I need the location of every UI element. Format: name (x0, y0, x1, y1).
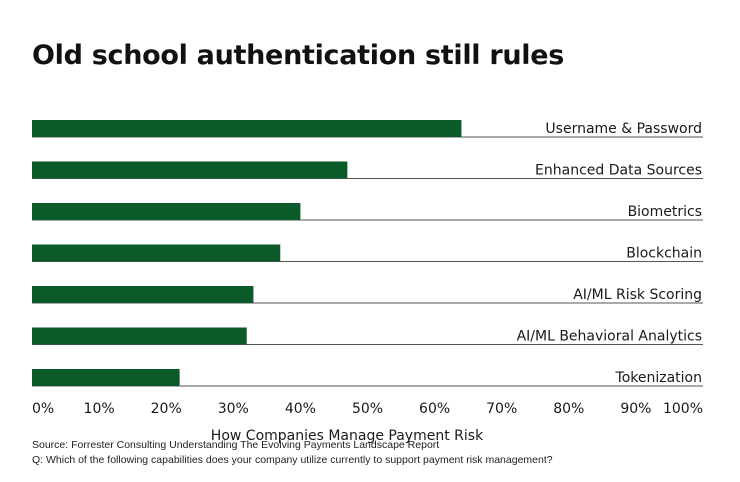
source-note: Source: Forrester Consulting Understandi… (32, 439, 440, 451)
bar-3 (32, 244, 281, 262)
bar-1 (32, 161, 348, 179)
bar-4 (32, 286, 254, 303)
x-tick-label: 40% (285, 401, 316, 417)
bar-6 (32, 369, 180, 386)
x-tick-label: 50% (352, 401, 383, 417)
category-label: AI/ML Risk Scoring (573, 287, 702, 303)
bar-5 (32, 327, 247, 345)
category-label: Enhanced Data Sources (535, 163, 702, 179)
category-label: AI/ML Behavioral Analytics (517, 329, 702, 345)
category-label: Username & Password (545, 121, 702, 137)
x-tick-label: 10% (84, 401, 115, 417)
bar-0 (32, 120, 462, 137)
x-tick-label: 70% (486, 401, 517, 417)
x-axis-label: How Companies Manage Payment Risk (211, 428, 484, 444)
x-tick-label: 30% (218, 401, 249, 417)
x-tick-label: 100% (663, 401, 703, 417)
chart-title: Old school authentication still rules (32, 40, 565, 71)
x-tick-label: 90% (620, 401, 651, 417)
question-note: Q: Which of the following capabilities d… (32, 454, 553, 466)
category-label: Tokenization (615, 370, 702, 386)
bar-2 (32, 203, 301, 220)
category-label: Blockchain (626, 246, 702, 262)
x-tick-label: 80% (553, 401, 584, 417)
x-tick-label: 0% (32, 401, 54, 417)
x-tick-label: 20% (151, 401, 182, 417)
x-tick-label: 60% (419, 401, 450, 417)
category-label: Biometrics (628, 204, 702, 220)
